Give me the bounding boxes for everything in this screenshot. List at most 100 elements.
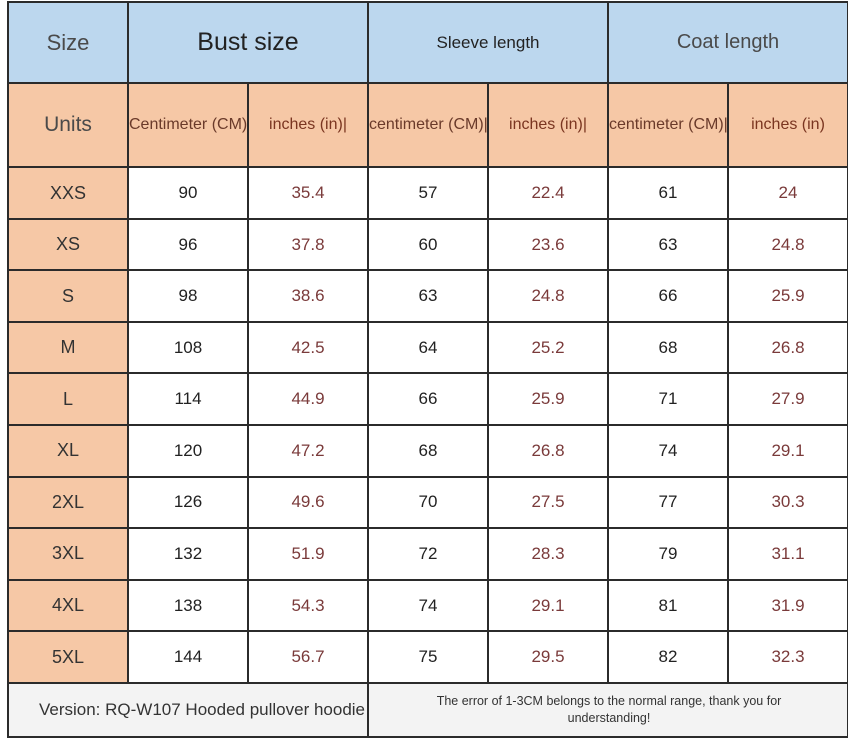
- coat-cm-cell: 74: [607, 424, 729, 478]
- footer-note: The error of 1-3CM belongs to the normal…: [436, 693, 782, 725]
- bust-cm-cell: 138: [127, 578, 249, 633]
- bust-in-cell: 38.6: [247, 269, 369, 323]
- coat-cm-value: 66: [658, 286, 678, 306]
- sleeve-cm-value: 66: [418, 389, 438, 409]
- sleeve-in-value: 22.4: [531, 183, 565, 202]
- bust-cm-value: 138: [173, 595, 203, 615]
- sleeve-in-value: 29.1: [531, 595, 565, 615]
- size-value: 4XL: [51, 595, 85, 615]
- sleeve-in-cell: 25.9: [487, 372, 609, 427]
- size-value: XL: [56, 440, 80, 461]
- table-row: L 114 44.9 66 25.9 71 27.9: [7, 372, 848, 427]
- bust-in-value: 37.8: [291, 234, 325, 254]
- sleeve-cm-value: 57: [418, 183, 438, 202]
- sleeve-cm-cell: 74: [367, 578, 489, 633]
- header-size: Size: [46, 29, 90, 55]
- bust-in-cell: 35.4: [247, 166, 369, 220]
- header-coat-cell: Coat length: [606, 0, 848, 85]
- units-bust-in: inches (in)|: [269, 116, 347, 134]
- header-coat: Coat length: [676, 31, 780, 54]
- coat-cm-cell: 79: [607, 527, 729, 581]
- sleeve-in-cell: 29.1: [487, 578, 609, 633]
- coat-in-cell: 32.3: [726, 630, 848, 684]
- coat-cm-cell: 71: [607, 372, 729, 427]
- coat-in-value: 31.9: [771, 595, 805, 615]
- table-row: 3XL 132 51.9 72 28.3 79 31.1: [7, 527, 848, 581]
- sleeve-cm-cell: 57: [367, 166, 489, 220]
- bust-in-value: 56.7: [291, 647, 325, 667]
- coat-cm-cell: 68: [607, 320, 729, 375]
- bust-in-value: 42.5: [291, 337, 325, 357]
- sleeve-cm-value: 64: [418, 337, 438, 357]
- bust-in-value: 51.9: [291, 543, 325, 563]
- coat-in-cell: 31.9: [726, 578, 848, 633]
- bust-cm-value: 98: [178, 286, 198, 306]
- bust-cm-cell: 90: [127, 166, 249, 220]
- units-label: Units: [44, 113, 92, 137]
- coat-in-cell: 24: [726, 166, 848, 220]
- size-cell: XXS: [7, 166, 129, 220]
- table-row: XS 96 37.8 60 23.6 63 24.8: [7, 217, 848, 272]
- coat-in-cell: 27.9: [726, 372, 848, 427]
- size-cell: M: [7, 320, 129, 375]
- bust-cm-cell: 98: [127, 269, 249, 323]
- sleeve-in-cell: 28.3: [487, 527, 609, 581]
- bust-cm-value: 114: [174, 389, 202, 409]
- sleeve-cm-cell: 64: [367, 320, 489, 375]
- size-cell: 3XL: [7, 527, 129, 581]
- coat-cm-cell: 82: [607, 630, 729, 684]
- bust-cm-value: 108: [173, 337, 203, 357]
- size-value: XS: [55, 234, 80, 255]
- size-value: 2XL: [51, 491, 85, 512]
- units-bust-in-cell: inches (in)|: [247, 82, 369, 169]
- coat-cm-cell: 81: [607, 578, 729, 633]
- size-cell: 4XL: [7, 578, 129, 633]
- table-row: XXS 90 35.4 57 22.4 61 24: [7, 166, 848, 220]
- bust-in-cell: 47.2: [247, 424, 369, 478]
- units-coat-in: inches (in): [751, 116, 825, 134]
- sleeve-in-cell: 22.4: [487, 166, 609, 220]
- coat-in-value: 29.1: [771, 440, 805, 460]
- size-cell: 5XL: [7, 630, 129, 684]
- size-cell: S: [7, 269, 129, 323]
- header-sleeve-cell: Sleeve length: [367, 0, 609, 85]
- header-bust-cell: Bust size: [127, 0, 369, 85]
- coat-cm-value: 74: [658, 440, 678, 460]
- bust-cm-value: 132: [173, 543, 203, 563]
- sleeve-cm-value: 75: [418, 647, 438, 667]
- coat-cm-value: 77: [658, 492, 678, 512]
- table-row: 2XL 126 49.6 70 27.5 77 30.3: [7, 475, 848, 530]
- bust-cm-value: 120: [173, 440, 203, 460]
- sleeve-cm-cell: 68: [367, 424, 489, 478]
- footer-row: Version: RQ-W107 Hooded pullover hoodie …: [7, 681, 848, 739]
- coat-cm-cell: 63: [607, 217, 729, 272]
- bust-cm-cell: 144: [127, 630, 249, 684]
- coat-in-cell: 30.3: [726, 475, 848, 530]
- sleeve-cm-cell: 63: [367, 269, 489, 323]
- bust-in-cell: 44.9: [247, 372, 369, 427]
- units-bust-cm-cell: Centimeter (CM)|: [127, 82, 249, 169]
- units-label-cell: Units: [7, 82, 129, 169]
- coat-in-cell: 26.8: [726, 320, 848, 375]
- footer-version-cell: Version: RQ-W107 Hooded pullover hoodie: [7, 681, 369, 739]
- sleeve-cm-cell: 66: [367, 372, 489, 427]
- coat-cm-value: 81: [658, 595, 678, 615]
- table-row: M 108 42.5 64 25.2 68 26.8: [7, 320, 848, 375]
- coat-in-cell: 25.9: [726, 269, 848, 323]
- bust-cm-cell: 114: [127, 372, 249, 427]
- sleeve-cm-cell: 75: [367, 630, 489, 684]
- size-cell: XS: [7, 217, 129, 272]
- bust-cm-cell: 108: [127, 320, 249, 375]
- sleeve-in-value: 28.3: [531, 543, 565, 563]
- coat-cm-value: 82: [658, 647, 678, 667]
- header-bust: Bust size: [197, 28, 299, 57]
- sleeve-cm-value: 60: [418, 234, 438, 254]
- sleeve-cm-value: 74: [418, 595, 438, 615]
- coat-in-cell: 31.1: [726, 527, 848, 581]
- size-value: L: [62, 388, 73, 409]
- coat-in-value: 30.3: [771, 492, 805, 512]
- footer-note-cell: The error of 1-3CM belongs to the normal…: [366, 681, 848, 739]
- coat-in-value: 32.3: [771, 647, 805, 667]
- coat-cm-value: 68: [658, 337, 678, 357]
